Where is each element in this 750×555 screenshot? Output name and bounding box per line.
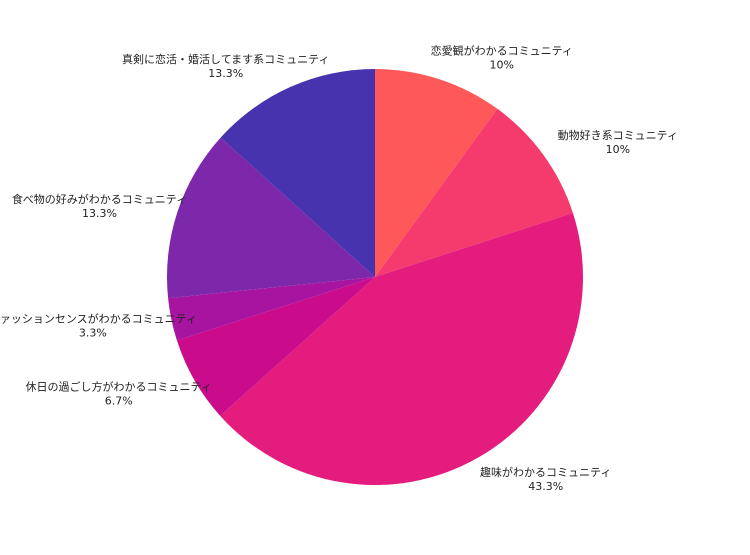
slice-label-4: ファッションセンスがわかるコミュニティ <box>0 311 197 325</box>
slice-label-6: 真剣に恋活・婚活してます系コミュニティ <box>122 52 329 66</box>
slice-label-5: 食べ物の好みがわかるコミュニティ <box>12 192 187 206</box>
pie-slice-5 <box>167 137 375 299</box>
slice-label-1: 動物好き系コミュニティ <box>558 128 678 142</box>
slice-percent-1: 10% <box>606 143 630 156</box>
slice-label-0: 恋愛観がわかるコミュニティ <box>431 43 573 57</box>
slice-percent-3: 6.7% <box>105 394 133 407</box>
pie-labels: 恋愛観がわかるコミュニティ10%動物好き系コミュニティ10%趣味がわかるコミュニ… <box>0 43 678 493</box>
pie-slice-0 <box>375 69 498 277</box>
slice-percent-5: 13.3% <box>82 207 117 220</box>
pie-slice-3 <box>176 277 375 416</box>
pie-slice-2 <box>220 212 583 486</box>
pie-slice-4 <box>168 277 375 341</box>
slice-percent-2: 43.3% <box>528 480 563 493</box>
slice-label-3: 休日の過ごし方がわかるコミュニティ <box>26 379 212 393</box>
pie-slice-1 <box>375 108 573 277</box>
slice-label-2: 趣味がわかるコミュニティ <box>480 465 611 479</box>
slice-percent-6: 13.3% <box>208 67 243 80</box>
slice-percent-0: 10% <box>490 58 514 71</box>
slice-percent-4: 3.3% <box>79 326 107 339</box>
pie-slice-6 <box>220 69 375 277</box>
pie-slices <box>167 69 583 486</box>
